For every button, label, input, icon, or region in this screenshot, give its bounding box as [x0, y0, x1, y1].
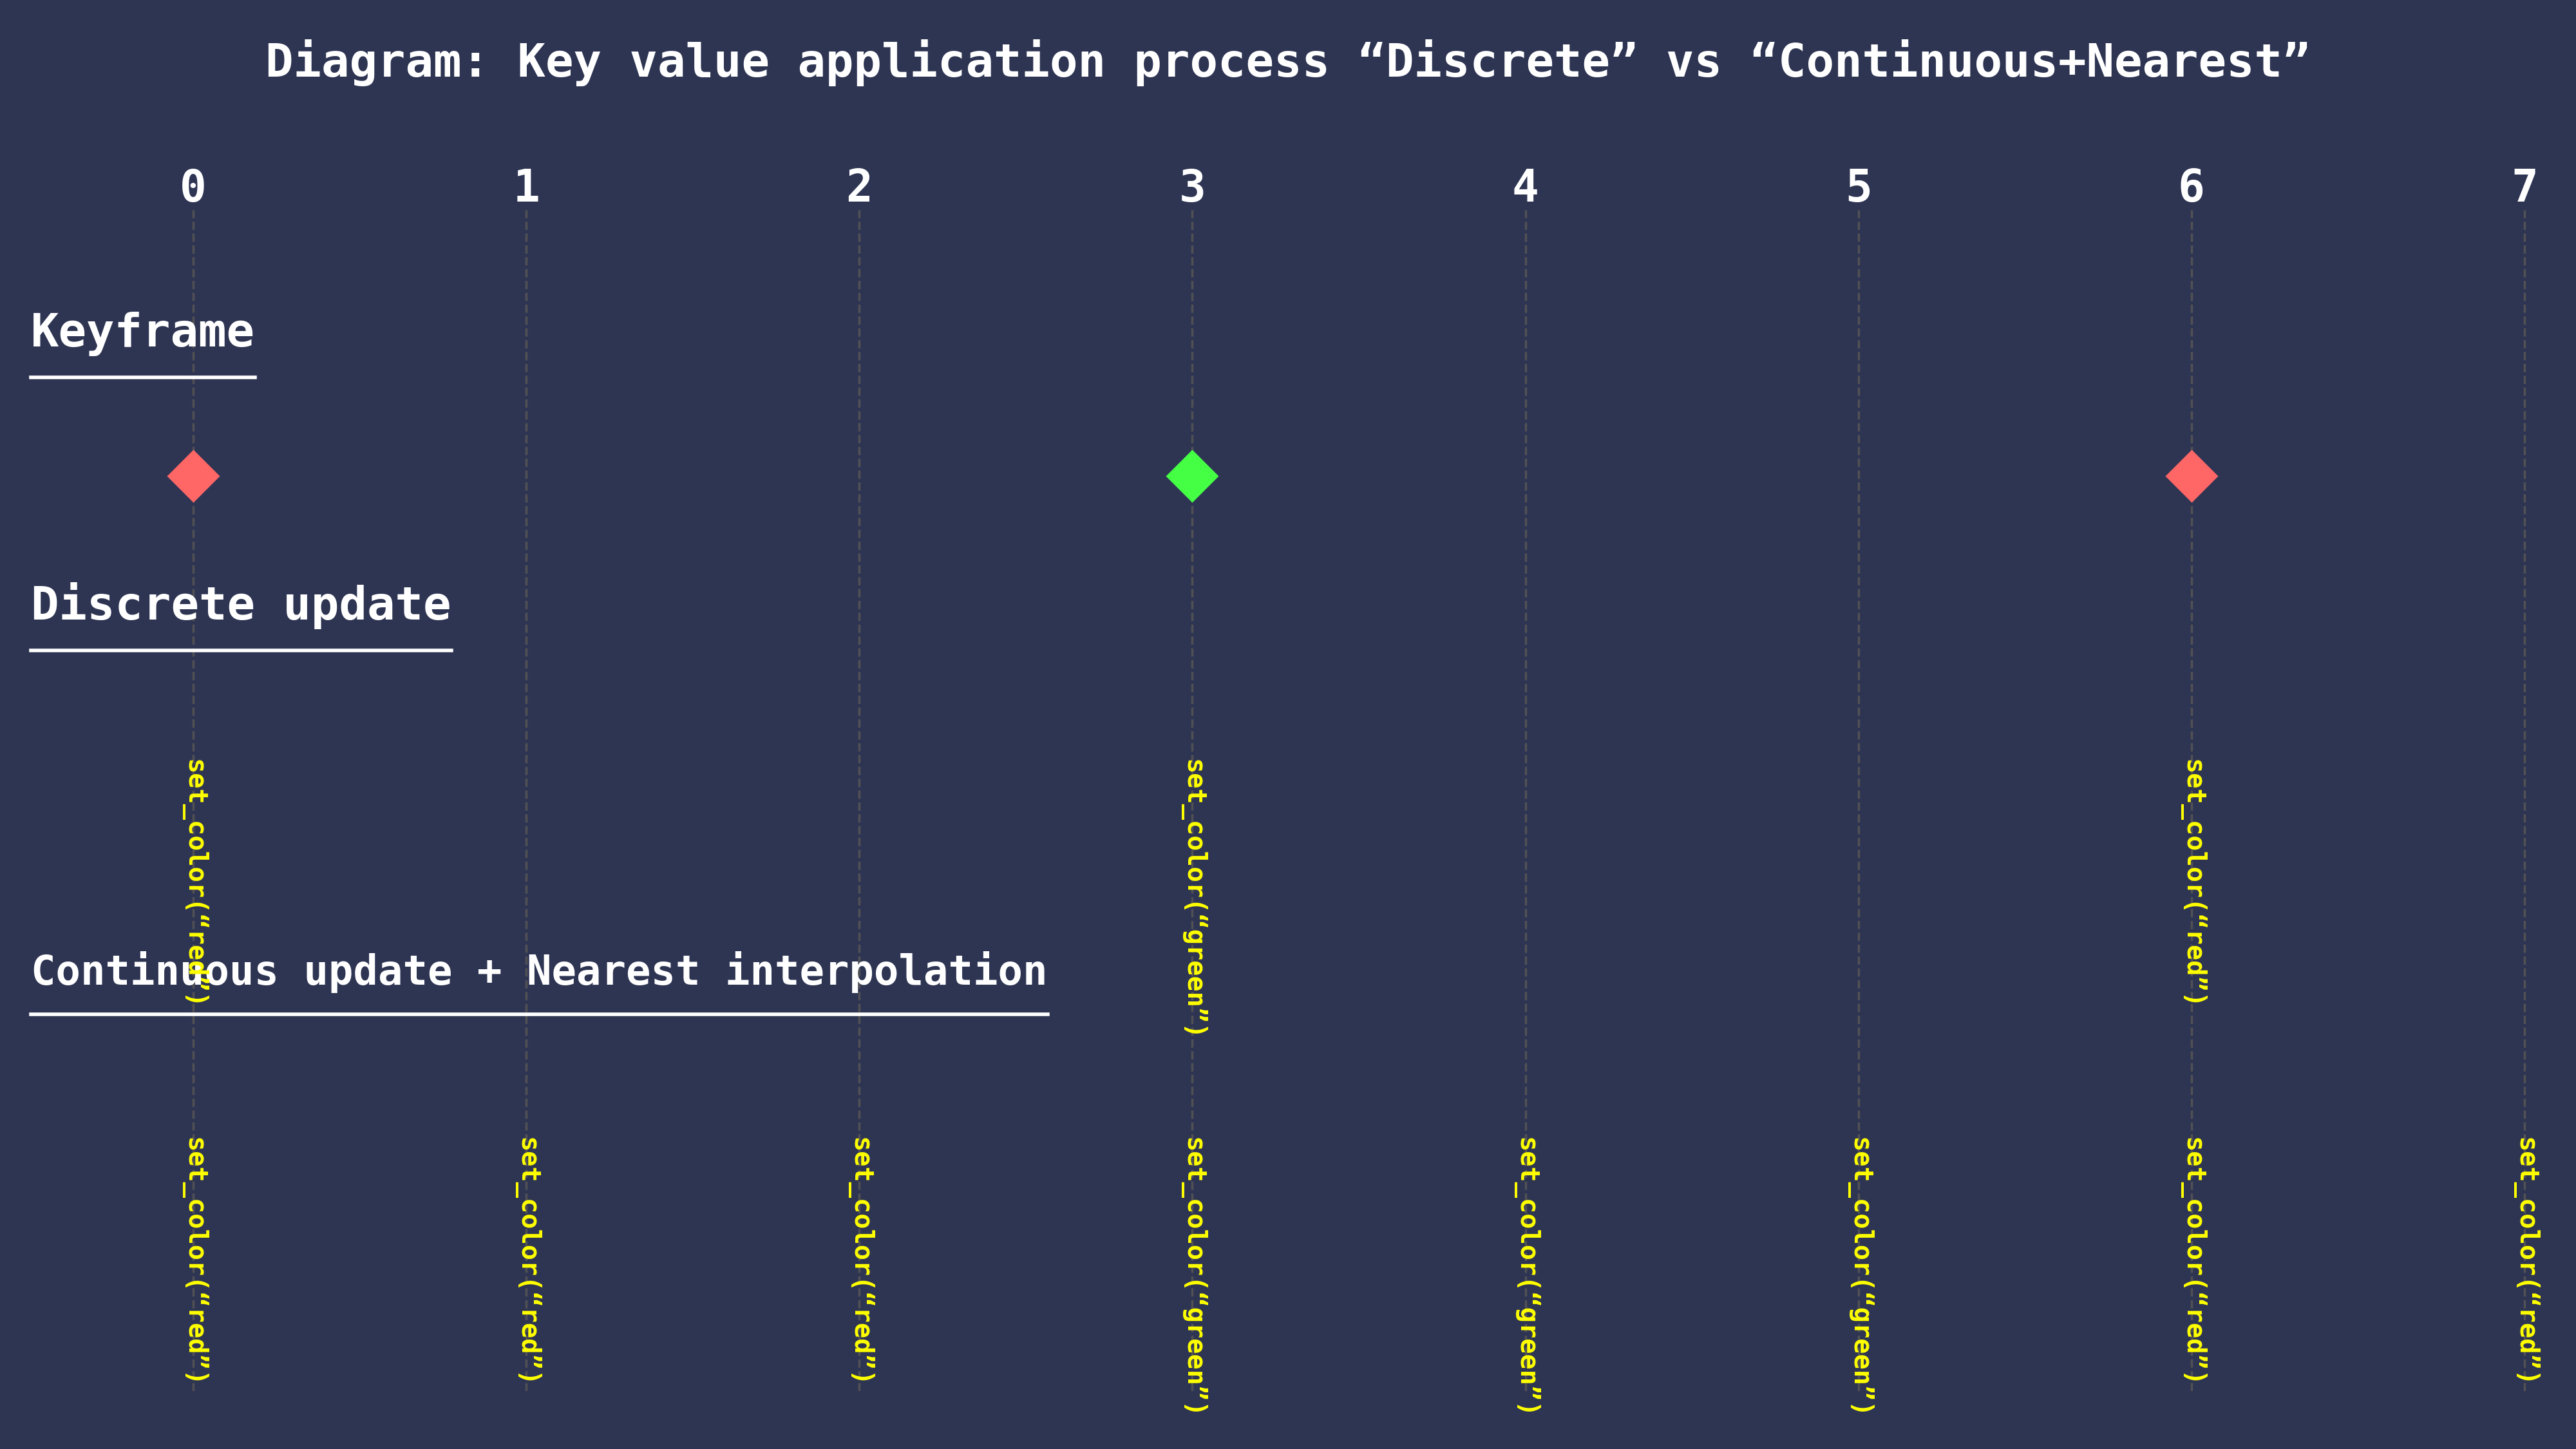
Text: set_color(“red”): set_color(“red”): [2512, 1137, 2537, 1387]
Text: 0: 0: [180, 168, 206, 210]
Text: set_color(“red”): set_color(“red”): [180, 1137, 206, 1387]
Text: set_color(“green”): set_color(“green”): [1844, 1137, 1873, 1419]
Text: 7: 7: [2512, 168, 2537, 210]
Text: Keyframe: Keyframe: [31, 312, 255, 356]
Text: set_color(“green”): set_color(“green”): [1512, 1137, 1538, 1419]
Text: 3: 3: [1180, 168, 1206, 210]
Text: set_color(“green”): set_color(“green”): [1180, 1137, 1206, 1419]
Text: set_color(“red”): set_color(“red”): [180, 759, 206, 1009]
Text: Discrete update: Discrete update: [31, 582, 451, 629]
Text: 2: 2: [845, 168, 873, 210]
Text: 1: 1: [513, 168, 541, 210]
Text: set_color(“red”): set_color(“red”): [2179, 1137, 2205, 1387]
Text: 5: 5: [1844, 168, 1873, 210]
Text: Diagram: Key value application process “Discrete” vs “Continuous+Nearest”: Diagram: Key value application process “…: [265, 39, 2311, 87]
Text: set_color(“red”): set_color(“red”): [845, 1137, 873, 1387]
Text: set_color(“red”): set_color(“red”): [513, 1137, 538, 1387]
Text: set_color(“red”): set_color(“red”): [2179, 759, 2205, 1009]
Text: set_color(“green”): set_color(“green”): [1180, 759, 1206, 1040]
Text: Continuous update + Nearest interpolation: Continuous update + Nearest interpolatio…: [31, 951, 1048, 993]
Text: 4: 4: [1512, 168, 1538, 210]
Text: 6: 6: [2177, 168, 2205, 210]
